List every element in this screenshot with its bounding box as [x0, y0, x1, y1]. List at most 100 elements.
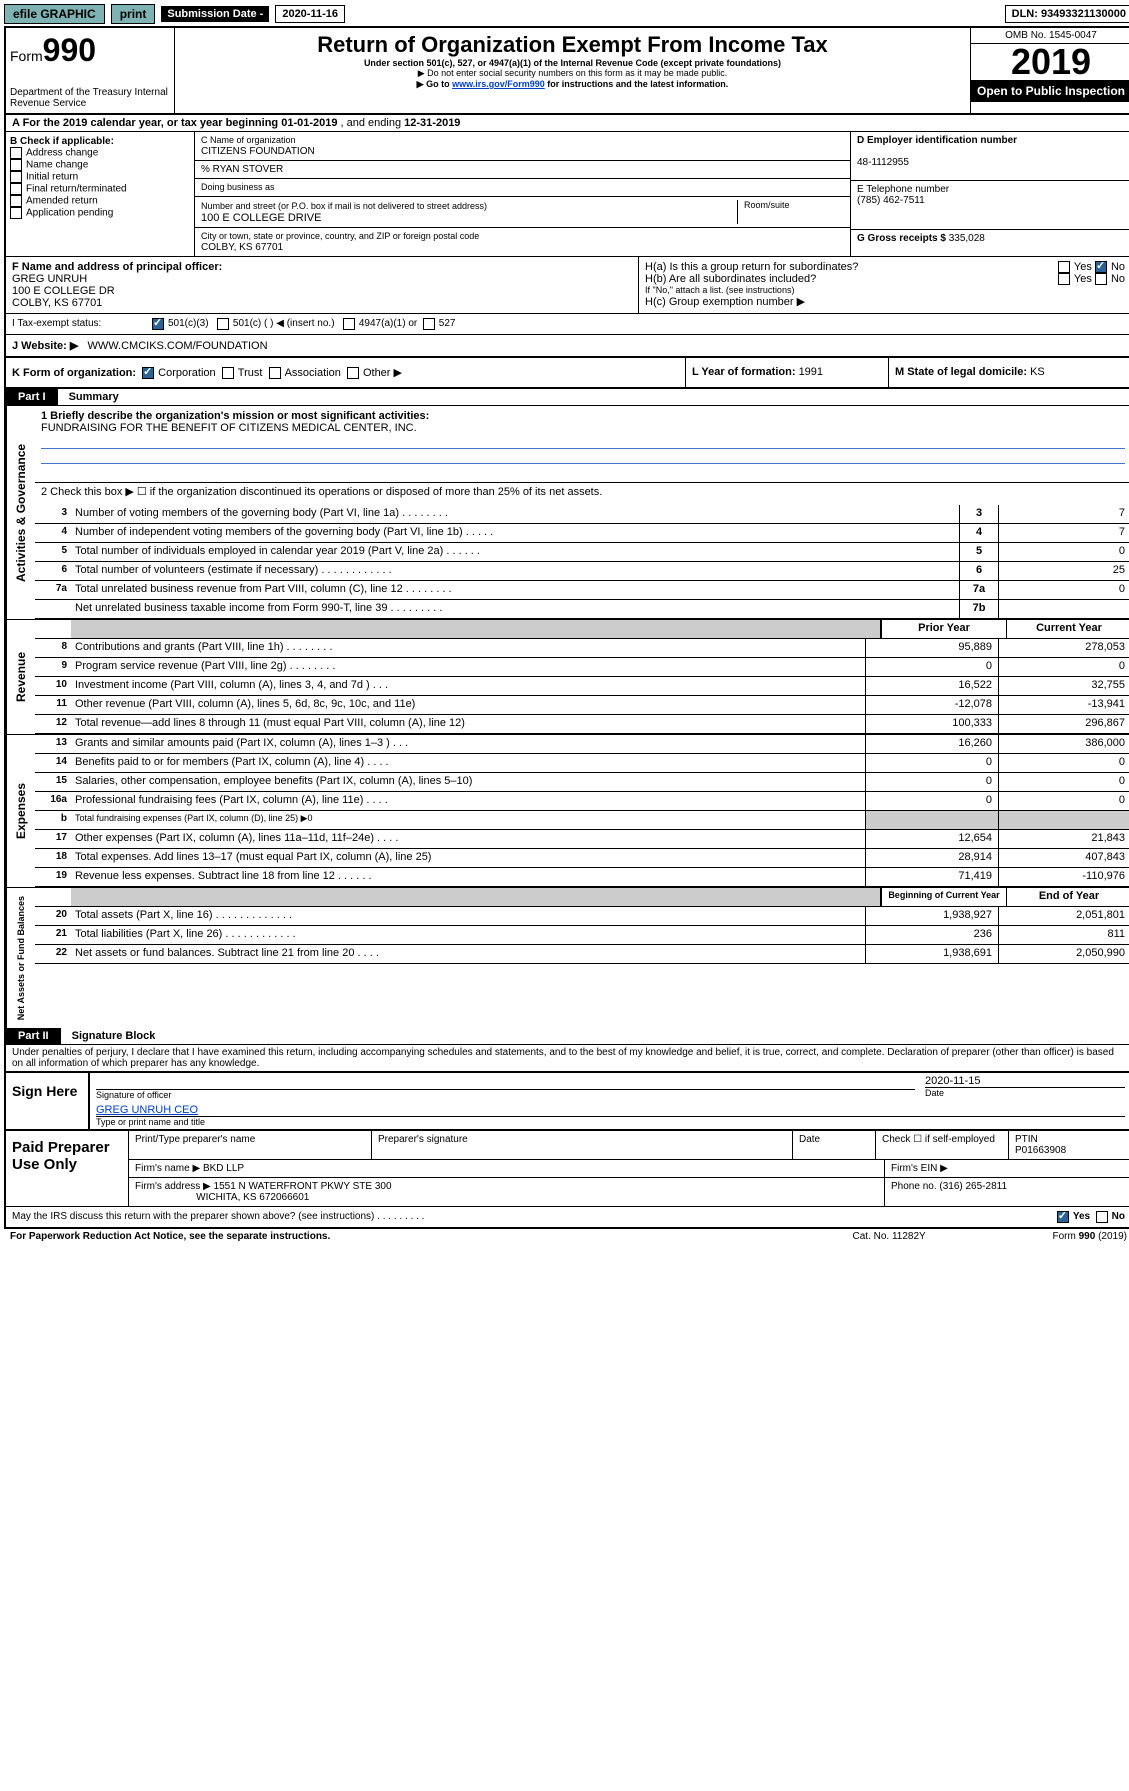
submission-date-label: Submission Date -: [161, 6, 269, 22]
cb-amended[interactable]: [10, 195, 22, 207]
cb-501c[interactable]: [217, 318, 229, 330]
f-label: F Name and address of principal officer:: [12, 261, 222, 273]
cb-501c3[interactable]: [152, 318, 164, 330]
prep-name-h: Print/Type preparer's name: [129, 1131, 372, 1159]
ha-label: H(a) Is this a group return for subordin…: [645, 261, 858, 273]
g-value: 335,028: [949, 233, 985, 244]
city-value: COLBY, KS 67701: [201, 242, 283, 253]
hb-yes[interactable]: [1058, 273, 1070, 285]
open-public-badge: Open to Public Inspection: [971, 80, 1129, 102]
cb-527[interactable]: [423, 318, 435, 330]
col-current: Current Year: [1006, 620, 1129, 638]
firm-phone: (316) 265-2811: [939, 1181, 1007, 1192]
submission-date-value: 2020-11-16: [275, 5, 345, 23]
cb-name-change[interactable]: [10, 159, 22, 171]
part2-title: Signature Block: [64, 1030, 156, 1042]
discuss-no[interactable]: [1096, 1211, 1108, 1223]
cb-assoc[interactable]: [269, 367, 281, 379]
discuss-row: May the IRS discuss this return with the…: [6, 1206, 1129, 1227]
officer-name: GREG UNRUH: [12, 273, 87, 285]
hb-label: H(b) Are all subordinates included?: [645, 273, 816, 285]
form-number: 990: [43, 32, 96, 68]
dept-label: Department of the Treasury Internal Reve…: [10, 87, 170, 109]
perjury-text: Under penalties of perjury, I declare th…: [6, 1045, 1129, 1071]
discuss-yes[interactable]: [1057, 1211, 1069, 1223]
tax-year: 2019: [971, 44, 1129, 80]
efile-button[interactable]: efile GRAPHIC: [4, 4, 105, 24]
ha-no[interactable]: [1095, 261, 1107, 273]
form-title: Return of Organization Exempt From Incom…: [183, 32, 962, 58]
cb-initial-return[interactable]: [10, 171, 22, 183]
tax-exempt-row: I Tax-exempt status: 501(c)(3) 501(c) ( …: [6, 314, 1129, 335]
signer-name-link[interactable]: GREG UNRUH CEO: [96, 1104, 198, 1116]
prep-sig-h: Preparer's signature: [372, 1131, 793, 1159]
c-label: C Name of organization: [201, 135, 296, 145]
paid-label: Paid Preparer Use Only: [6, 1131, 128, 1206]
form-prefix: Form: [10, 48, 43, 64]
ha-yes[interactable]: [1058, 261, 1070, 273]
paperwork-notice: For Paperwork Reduction Act Notice, see …: [10, 1231, 853, 1242]
col-end: End of Year: [1006, 888, 1129, 906]
city-label: City or town, state or province, country…: [201, 231, 479, 241]
sig-date-val: 2020-11-15: [925, 1075, 980, 1087]
hb-no[interactable]: [1095, 273, 1107, 285]
hb-note: If "No," attach a list. (see instruction…: [645, 285, 1125, 295]
officer-city: COLBY, KS 67701: [12, 297, 102, 309]
part1-bar: Part I Summary: [6, 389, 1129, 406]
street-address: 100 E COLLEGE DRIVE: [201, 212, 321, 224]
section-b: B Check if applicable: Address change Na…: [6, 132, 1129, 257]
part2-bar: Part II Signature Block: [6, 1028, 1129, 1045]
cb-trust[interactable]: [222, 367, 234, 379]
side-netassets: Net Assets or Fund Balances: [6, 888, 35, 1028]
g-label: G Gross receipts $: [857, 233, 949, 244]
firm-addr1: 1551 N WATERFRONT PKWY STE 300: [214, 1181, 392, 1192]
form-container: Form990 Department of the Treasury Inter…: [4, 26, 1129, 1229]
mission-label: 1 Briefly describe the organization's mi…: [41, 410, 429, 422]
form-note2: ▶ Go to www.irs.gov/Form990 for instruct…: [183, 79, 962, 90]
k-row: K Form of organization: Corporation Trus…: [6, 358, 1129, 389]
addr-label: Number and street (or P.O. box if mail i…: [201, 201, 487, 211]
print-button[interactable]: print: [111, 4, 156, 24]
side-revenue: Revenue: [6, 620, 35, 734]
firm-name: BKD LLP: [203, 1163, 244, 1174]
col-begin: Beginning of Current Year: [881, 888, 1006, 906]
signature-block: Sign Here Signature of officer 2020-11-1…: [6, 1071, 1129, 1129]
cb-final-return[interactable]: [10, 183, 22, 195]
care-of: % RYAN STOVER: [195, 161, 850, 179]
bottom-footer: For Paperwork Reduction Act Notice, see …: [4, 1229, 1129, 1244]
org-name: CITIZENS FOUNDATION: [201, 146, 315, 157]
form-subtitle: Under section 501(c), 527, or 4947(a)(1)…: [183, 58, 962, 68]
form-header: Form990 Department of the Treasury Inter…: [6, 28, 1129, 115]
cb-application-pending[interactable]: [10, 207, 22, 219]
side-governance: Activities & Governance: [6, 406, 35, 619]
website-row: J Website: ▶ WWW.CMCIKS.COM/FOUNDATION: [6, 335, 1129, 358]
cb-address-change[interactable]: [10, 147, 22, 159]
row-fh: F Name and address of principal officer:…: [6, 257, 1129, 314]
col-prior: Prior Year: [881, 620, 1006, 638]
website-url: WWW.CMCIKS.COM/FOUNDATION: [88, 340, 268, 352]
mission-text: FUNDRAISING FOR THE BENEFIT OF CITIZENS …: [41, 422, 417, 434]
year-formation: 1991: [799, 366, 823, 378]
top-toolbar: efile GRAPHIC print Submission Date - 20…: [4, 4, 1129, 24]
state-domicile: KS: [1030, 366, 1045, 378]
form-note1: ▶ Do not enter social security numbers o…: [183, 68, 962, 79]
col-b-checkboxes: B Check if applicable: Address change Na…: [6, 132, 195, 256]
cb-4947[interactable]: [343, 318, 355, 330]
form-ref: Form 990 (2019): [1053, 1231, 1127, 1242]
prep-date-h: Date: [793, 1131, 876, 1159]
part1-title: Summary: [61, 391, 119, 403]
sig-officer-line: Signature of officer: [96, 1089, 915, 1100]
revenue-section: Revenue Prior Year Current Year 8Contrib…: [6, 620, 1129, 735]
suite-label: Room/suite: [737, 200, 844, 224]
cb-other[interactable]: [347, 367, 359, 379]
form990-link[interactable]: www.irs.gov/Form990: [452, 79, 545, 89]
side-expenses: Expenses: [6, 735, 35, 887]
name-title-line: Type or print name and title: [96, 1116, 1125, 1127]
ptin-value: P01663908: [1015, 1145, 1066, 1156]
governance-section: Activities & Governance 1 Briefly descri…: [6, 406, 1129, 620]
phone-value: (785) 462-7511: [857, 195, 925, 206]
firm-addr2: WICHITA, KS 672066601: [196, 1192, 309, 1203]
cb-corp[interactable]: [142, 367, 154, 379]
dln-value: DLN: 93493321130000: [1005, 5, 1129, 23]
status-label: I Tax-exempt status:: [12, 318, 152, 330]
